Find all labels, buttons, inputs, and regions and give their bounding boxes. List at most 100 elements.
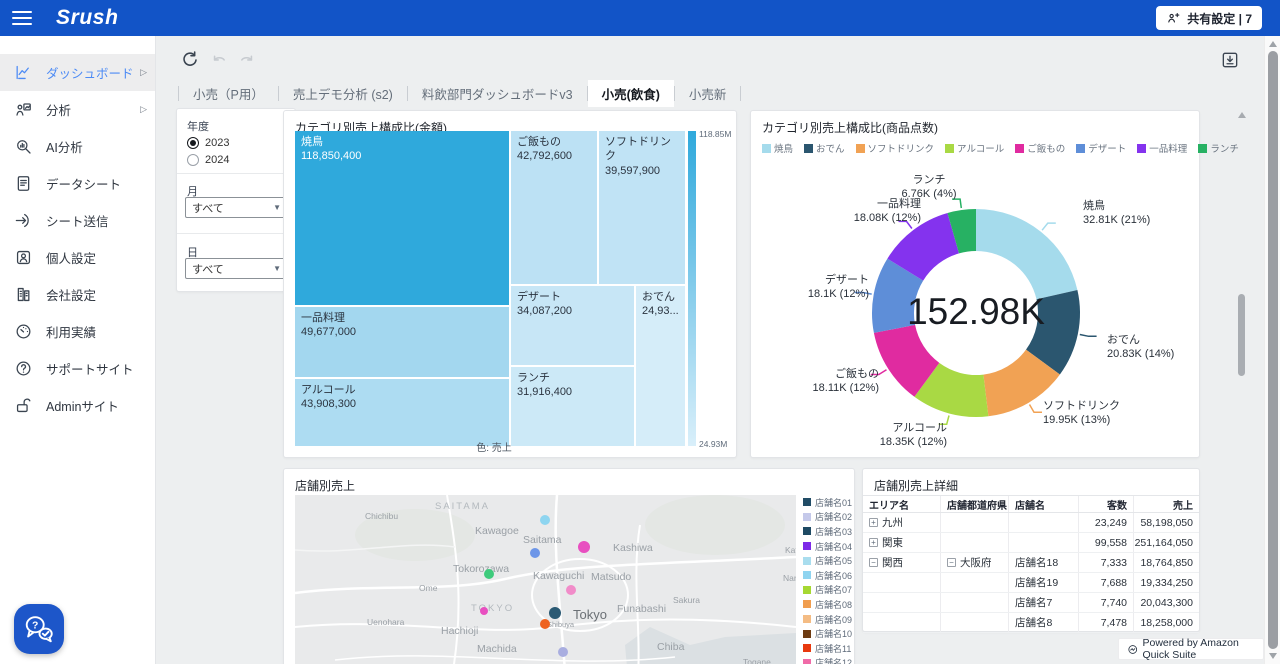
admin-icon — [16, 398, 31, 413]
expand-icon[interactable]: + — [869, 538, 878, 547]
column-header[interactable]: 売上 — [1133, 496, 1199, 512]
treemap-tile-0[interactable]: 焼鳥 118,850,400 — [295, 131, 509, 305]
map-legend-item-10[interactable]: 店舗名11 — [803, 641, 852, 656]
legend-item[interactable]: ソフトドリンク — [855, 141, 934, 155]
help-chat-fab[interactable]: ? — [14, 604, 64, 654]
map-legend-item-2[interactable]: 店舗名03 — [803, 524, 852, 539]
sidebar-item-datasheet[interactable]: データシート — [0, 165, 155, 202]
legend-item[interactable]: ランチ — [1198, 141, 1239, 155]
store-map-dot-6[interactable] — [549, 607, 561, 619]
undo-button[interactable] — [210, 52, 230, 72]
sidebar-item-label: シート送信 — [46, 215, 109, 229]
legend-item[interactable]: デザート — [1076, 141, 1126, 155]
legend-item[interactable]: おでん — [804, 141, 845, 155]
donut-slice-1[interactable] — [1026, 290, 1080, 375]
table-row-0[interactable]: + 九州 23,249 58,198,050 — [863, 513, 1199, 533]
treemap-tile-6[interactable]: ランチ 31,916,400 — [511, 367, 634, 446]
store-map[interactable]: SAITAMA Chichibu Kawagoe Saitama Kashiwa Ka to… — [295, 495, 796, 664]
sheet-tab-2[interactable]: 料飲部門ダッシュボードv3 — [421, 88, 573, 102]
legend-item[interactable]: アルコール — [945, 141, 1004, 155]
map-legend-item-1[interactable]: 店舗名02 — [803, 510, 852, 525]
year-radio-2023[interactable]: 2023 — [187, 137, 229, 149]
treemap-tile-3[interactable]: ご飯もの 42,792,600 — [511, 131, 597, 284]
sheet-tab-3[interactable]: 小売(飲食) — [587, 80, 674, 107]
table-row-1[interactable]: + 関東 99,558 251,164,050 — [863, 533, 1199, 553]
legend-item[interactable]: 焼鳥 — [762, 141, 793, 155]
donut-card: カテゴリ別売上構成比(商品点数) 焼鳥 おでん ソフトドリンク アルコール ご飯もの デザ… — [750, 110, 1239, 458]
treemap-chart: 焼鳥 118,850,400 一品料理 49,677,000 アルコール 43,908,3… — [295, 131, 685, 446]
donut-slice-0[interactable] — [976, 209, 1078, 300]
sidebar-item-usage[interactable]: 利用実績 — [0, 313, 155, 350]
sidebar-item-dashboard[interactable]: ダッシュボード ▷ — [0, 54, 155, 91]
collapse-icon[interactable]: − — [947, 558, 956, 567]
store-map-dot-0[interactable] — [540, 515, 550, 525]
powered-by-badge[interactable]: Powered by Amazon Quick Suite — [1118, 637, 1264, 661]
map-legend-item-0[interactable]: 店舗名01 — [803, 495, 852, 510]
download-button[interactable] — [1220, 50, 1240, 70]
map-legend-item-8[interactable]: 店舗名09 — [803, 612, 852, 627]
scroll-up-arrow-icon[interactable] — [1269, 41, 1277, 47]
store-map-dot-5[interactable] — [480, 607, 488, 615]
month-select[interactable]: すべて ▼ — [185, 197, 288, 218]
treemap-tile-7[interactable]: おでん 24,93... — [636, 286, 685, 446]
map-legend-item-3[interactable]: 店舗名04 — [803, 539, 852, 554]
donut-slice-3[interactable] — [914, 362, 989, 418]
sidebar-item-send[interactable]: シート送信 — [0, 202, 155, 239]
column-header[interactable]: 店舗名 — [1008, 496, 1078, 512]
treemap-tile-5[interactable]: デザート 34,087,200 — [511, 286, 634, 365]
scroll-up-arrow-icon[interactable] — [1238, 112, 1246, 118]
sheet-tab-1[interactable]: 売上デモ分析 (s2) — [292, 88, 393, 102]
table-row-5[interactable]: 店舗名8 7,478 18,258,000 — [863, 613, 1199, 633]
store-map-dot-4[interactable] — [566, 585, 576, 595]
sidebar-item-admin[interactable]: Adminサイト — [0, 387, 155, 424]
map-legend-item-9[interactable]: 店舗名10 — [803, 626, 852, 641]
donut-slice-4[interactable] — [873, 324, 940, 397]
store-map-dot-3[interactable] — [484, 569, 494, 579]
store-map-dot-2[interactable] — [578, 541, 590, 553]
map-legend-item-6[interactable]: 店舗名07 — [803, 583, 852, 598]
map-legend-item-5[interactable]: 店舗名06 — [803, 568, 852, 583]
sidebar-item-company[interactable]: 会社設定 — [0, 276, 155, 313]
store-map-dot-7[interactable] — [540, 619, 550, 629]
donut-slice-5[interactable] — [871, 258, 924, 333]
sheet-tab-4[interactable]: 小売新 — [688, 88, 727, 102]
page-scrollbar[interactable] — [1264, 36, 1280, 664]
store-map-dot-1[interactable] — [530, 548, 540, 558]
column-header[interactable]: 客数 — [1078, 496, 1133, 512]
scroll-down-arrow-icon[interactable] — [1269, 653, 1277, 659]
column-header[interactable]: 店舗都道府県 — [940, 496, 1008, 512]
map-legend-item-11[interactable]: 店舗名12 — [803, 656, 852, 664]
dashboard-scrollbar-thumb[interactable] — [1238, 294, 1245, 376]
legend-item[interactable]: 一品料理 — [1137, 141, 1187, 155]
legend-item[interactable]: ご飯もの — [1015, 141, 1065, 155]
dashboard-scrollbar[interactable] — [1238, 108, 1246, 664]
reset-button[interactable] — [180, 50, 200, 70]
hamburger-menu-icon[interactable] — [12, 11, 32, 25]
year-radio-2024[interactable]: 2024 — [187, 154, 229, 166]
page-scrollbar-thumb[interactable] — [1268, 51, 1278, 649]
sidebar-item-ai[interactable]: AI分析 — [0, 128, 155, 165]
redo-button[interactable] — [236, 52, 256, 72]
column-header[interactable]: エリア名 — [869, 500, 909, 512]
sidebar-item-personal[interactable]: 個人設定 — [0, 239, 155, 276]
share-settings-button[interactable]: 共有設定 | 7 — [1156, 6, 1262, 30]
treemap-tile-1[interactable]: 一品料理 49,677,000 — [295, 307, 509, 377]
collapse-icon[interactable]: − — [869, 558, 878, 567]
tile-label: アルコール — [301, 384, 356, 396]
table-row-4[interactable]: 店舗名7 7,740 20,043,300 — [863, 593, 1199, 613]
donut-slice-2[interactable] — [983, 349, 1060, 417]
map-legend-item-7[interactable]: 店舗名08 — [803, 597, 852, 612]
store-map-dot-8[interactable] — [558, 647, 568, 657]
treemap-tile-2[interactable]: アルコール 43,908,300 — [295, 379, 509, 446]
sheet-tab-0[interactable]: 小売（P用） — [193, 88, 264, 102]
table-row-2[interactable]: − 関西 − 大阪府 店舗名18 7,333 18,764,850 — [863, 553, 1199, 573]
expand-icon[interactable]: + — [869, 518, 878, 527]
map-legend-item-4[interactable]: 店舗名05 — [803, 553, 852, 568]
day-select[interactable]: すべて ▼ — [185, 258, 288, 279]
donut-slice-7[interactable] — [947, 209, 977, 254]
donut-slice-6[interactable] — [887, 213, 959, 281]
treemap-tile-4[interactable]: ソフトドリンク 39,597,900 — [599, 131, 685, 284]
sidebar-item-support[interactable]: サポートサイト — [0, 350, 155, 387]
table-row-3[interactable]: 店舗名19 7,688 19,334,250 — [863, 573, 1199, 593]
sidebar-item-analysis[interactable]: 分析 ▷ — [0, 91, 155, 128]
